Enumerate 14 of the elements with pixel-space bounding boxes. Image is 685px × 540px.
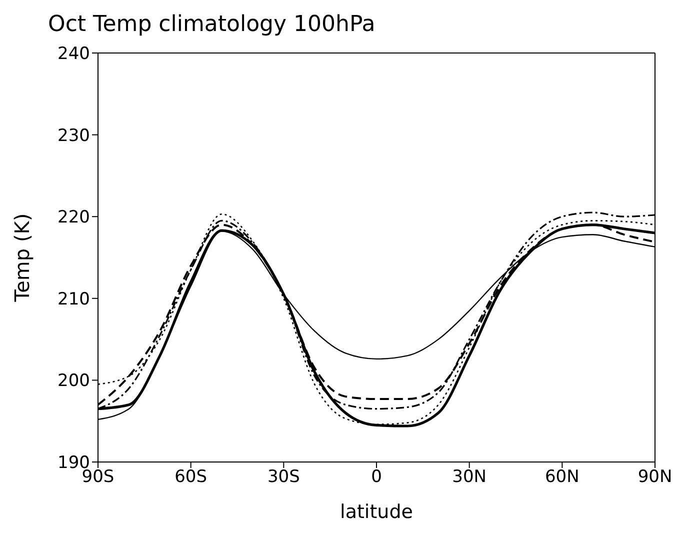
y-tick-label: 220 — [58, 208, 90, 228]
x-tick-label: 0 — [371, 467, 382, 488]
y-tick-label: 230 — [58, 126, 90, 146]
y-tick-label: 240 — [58, 44, 90, 64]
x-tick-label: 60S — [174, 467, 208, 488]
y-axis-title: Temp (K) — [10, 213, 34, 303]
x-axis-title: latitude — [340, 501, 413, 523]
chart-title: Oct Temp climatology 100hPa — [48, 11, 376, 39]
y-tick-label: 210 — [58, 289, 90, 310]
x-tick-label: 30N — [452, 467, 487, 488]
x-tick-label: 90N — [638, 467, 672, 488]
x-tick-label: 60N — [544, 467, 580, 488]
x-tick-label: 30S — [267, 467, 300, 488]
y-tick-label: 200 — [58, 371, 90, 392]
